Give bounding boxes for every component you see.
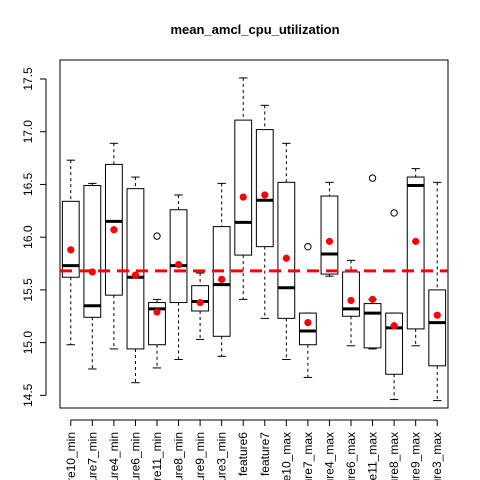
mean-point <box>67 246 75 254</box>
mean-point <box>261 191 269 199</box>
plot-frame <box>59 59 449 409</box>
mean-point <box>196 298 204 307</box>
y-tick-label: 16.5 <box>21 172 35 196</box>
y-tick-label: 16.0 <box>21 225 35 249</box>
iqr-box <box>83 184 102 318</box>
iqr-box <box>255 129 274 248</box>
mean-point <box>239 193 247 201</box>
x-tick-label: eature7_min <box>85 432 99 480</box>
box-eature7_max: eature7_max <box>298 242 317 480</box>
x-tick-label: ature10_max <box>279 432 293 480</box>
x-tick-label: ature4_max <box>322 432 336 480</box>
box-ature8_min: ature8_min <box>169 194 188 480</box>
box-ature3_max: ature3_max <box>428 181 447 480</box>
outlier-point <box>368 174 377 182</box>
mean-point <box>174 260 183 269</box>
mean-point <box>368 295 377 303</box>
iqr-box <box>298 312 317 346</box>
x-tick-label: ature11_max <box>366 432 380 480</box>
y-tick-label: 14.5 <box>21 383 35 407</box>
mean-point <box>153 308 161 316</box>
mean-point <box>433 311 441 319</box>
mean-point <box>282 254 290 262</box>
mean-point <box>390 322 398 330</box>
x-tick-label: ature4_min <box>107 432 121 480</box>
chart-title: mean_amcl_cpu_utilization <box>170 22 339 37</box>
x-tick-label: feature6 <box>236 432 250 476</box>
x-tick-label: ature6_max <box>344 432 358 480</box>
box-ature6_min: ature6_min <box>126 176 145 480</box>
mean-point <box>88 268 96 276</box>
box-ature8_max: ature8_max <box>385 209 404 480</box>
mean-point <box>304 318 312 327</box>
x-tick-label: ature9_min <box>193 432 207 480</box>
box-ature9_max: ature9_max <box>406 168 425 480</box>
mean-point <box>325 237 334 245</box>
box-ature4_min: ature4_min <box>104 142 123 480</box>
iqr-box <box>191 285 210 312</box>
mean-point <box>412 237 420 245</box>
iqr-box <box>277 181 296 319</box>
x-tick-label: ature8_min <box>172 432 186 480</box>
box-ature11_min: ature11_min <box>148 232 166 480</box>
box-ature6_max: ature6_max <box>342 259 360 480</box>
plot-area: 14.5 15.0 15.5 16.0 16.5 17.0 17.5 ature10_min e… <box>21 59 449 480</box>
outlier-point <box>304 242 312 251</box>
x-tick-label: ature11_min <box>150 432 164 480</box>
iqr-box <box>428 289 447 367</box>
box-ature4_max: ature4_max <box>320 181 339 480</box>
x-tick-label: feature7 <box>258 432 272 476</box>
outlier-point <box>153 232 161 240</box>
x-tick-label: ature10_min <box>64 432 78 480</box>
box-ature10_min: ature10_min <box>61 159 80 480</box>
box-ature11_max: ature11_max <box>363 174 382 480</box>
x-tick-label: eature7_max <box>301 432 315 480</box>
y-tick-label: 15.5 <box>21 278 35 302</box>
box-eature7_min: eature7_min <box>83 182 102 480</box>
mean-point <box>218 275 226 283</box>
iqr-box <box>169 209 188 304</box>
mean-point <box>347 296 355 305</box>
outlier-point <box>390 209 398 217</box>
box-ature10_max: ature10_max <box>277 142 296 480</box>
iqr-box <box>61 200 80 278</box>
y-tick-label: 17.5 <box>21 67 35 91</box>
x-tick-label: ature8_max <box>387 432 401 480</box>
y-tick-label: 17.0 <box>21 120 35 144</box>
iqr-box <box>126 188 145 350</box>
x-tick-label: ature3_max <box>430 432 444 480</box>
box-feature6: feature6 <box>234 77 253 476</box>
iqr-box <box>234 119 253 256</box>
iqr-box <box>363 303 382 349</box>
mean-point <box>131 271 140 279</box>
iqr-box <box>406 176 425 330</box>
box-ature9_min: ature9_min <box>191 272 210 480</box>
mean-point <box>110 226 118 234</box>
iqr-box <box>320 195 339 275</box>
x-tick-label: ature6_min <box>128 432 142 480</box>
box-ature3_min: ature3_min <box>212 182 231 480</box>
iqr-box <box>148 302 166 346</box>
x-tick-label: ature9_max <box>409 432 423 480</box>
box-feature7: feature7 <box>255 104 274 476</box>
x-tick-label: ature3_min <box>215 432 229 480</box>
y-tick-label: 15.0 <box>21 331 35 355</box>
